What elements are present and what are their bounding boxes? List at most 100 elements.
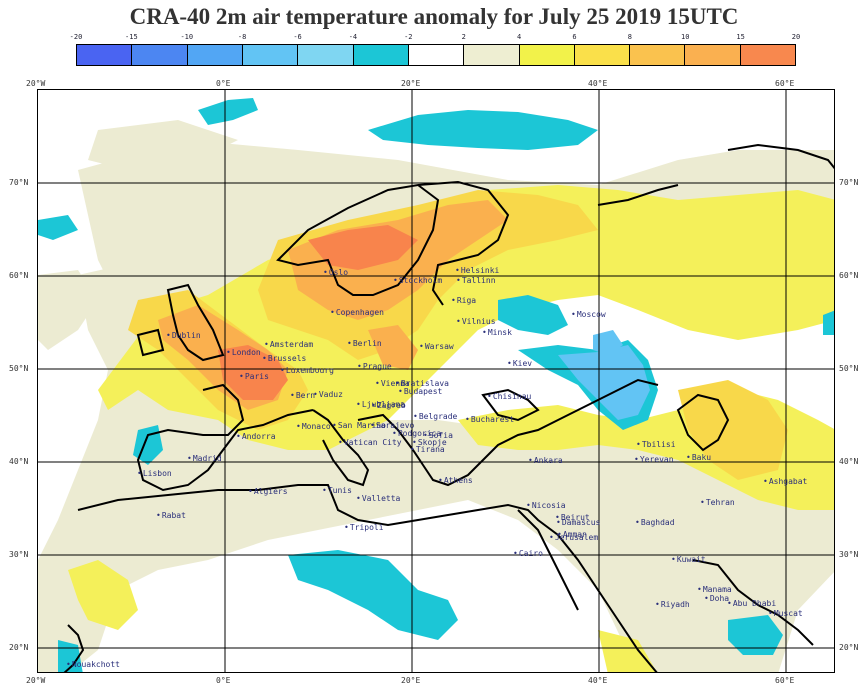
lat-label: 70°N: [839, 178, 859, 187]
city-label: Valletta: [356, 494, 401, 503]
city-label: Stockholm: [393, 276, 442, 285]
city-label: Athens: [438, 476, 473, 485]
city-label: Cairo: [513, 549, 543, 558]
city-label: Monaco: [296, 422, 331, 431]
cold-anomaly-fields: [38, 98, 834, 672]
city-label: Ashgabat: [763, 477, 808, 486]
city-label: Abu Dhabi: [727, 599, 776, 608]
city-label: Tunis: [322, 486, 352, 495]
colorbar-tick-label: -2: [404, 33, 413, 41]
colorbar-segment: [187, 45, 243, 65]
colorbar-segment: [685, 45, 741, 65]
lon-label: 20°W: [26, 676, 46, 685]
colorbar-segment: [132, 45, 188, 65]
city-label: Andorra: [236, 432, 276, 441]
city-label: Sofia: [423, 431, 453, 440]
city-label: Madrid: [187, 454, 222, 463]
city-label: Manama: [697, 585, 732, 594]
lat-label: 60°N: [839, 271, 859, 280]
city-label: Vatican City: [338, 438, 402, 447]
city-label: Berlin: [347, 339, 382, 348]
colorbar-segment: [464, 45, 520, 65]
city-label: Kuwait: [671, 555, 706, 564]
lat-label: 60°N: [9, 271, 29, 280]
city-label: Yerevan: [634, 455, 674, 464]
colorbar-segment: [242, 45, 299, 65]
colorbar-segment: [353, 45, 409, 65]
lat-label: 50°N: [9, 364, 29, 373]
city-label: Baghdad: [635, 518, 675, 527]
city-label: Damascus: [556, 518, 601, 527]
city-label: Warsaw: [419, 342, 454, 351]
city-label: Podgorica: [392, 429, 441, 438]
colorbar-tick-label: -15: [125, 33, 138, 41]
colorbar-tick-label: 8: [627, 33, 632, 41]
colorbar-tick-label: 15: [736, 33, 745, 41]
lon-label: 0°E: [216, 676, 231, 685]
colorbar-tick-label: -6: [293, 33, 302, 41]
city-label: San Marino: [332, 421, 386, 430]
city-label: Bucharest: [465, 415, 514, 424]
city-label: Skopje: [412, 438, 447, 447]
city-label: Algiers: [248, 487, 288, 496]
city-label: Muscat: [768, 609, 803, 618]
lon-label: 20°E: [401, 676, 421, 685]
lon-label: 40°E: [588, 676, 608, 685]
colorbar-segment: [574, 45, 631, 65]
map-title: CRA-40 2m air temperature anomaly for Ju…: [129, 4, 739, 29]
lon-label: 20°E: [401, 79, 421, 88]
city-label: Minsk: [482, 328, 512, 337]
city-label: Doha: [704, 594, 729, 603]
colorbar-segment: [408, 45, 465, 65]
colorbar-segment: [298, 45, 354, 65]
colorbar-segment: [519, 45, 575, 65]
colorbar-tick-label: 2: [461, 33, 466, 41]
lat-label: 40°N: [839, 457, 859, 466]
city-label: London: [226, 348, 261, 357]
colorbar-tick-label: -10: [180, 33, 194, 41]
city-label: Lisbon: [137, 469, 172, 478]
colorbar-legend: [76, 44, 796, 66]
colorbar-segment: [77, 45, 133, 65]
lat-label: 30°N: [9, 550, 29, 559]
lat-label: 20°N: [9, 643, 29, 652]
colorbar-tick-label: 20: [791, 33, 801, 41]
city-label: Tripoli: [344, 523, 384, 532]
lat-label: 40°N: [9, 457, 29, 466]
city-label: Ankara: [528, 456, 563, 465]
city-label: Nouakchott: [66, 660, 120, 669]
city-label: Bratislava: [395, 379, 449, 388]
city-label: Paris: [239, 372, 269, 381]
lat-label: 70°N: [9, 178, 29, 187]
city-label: Nicosia: [526, 501, 566, 510]
city-label: Tehran: [700, 498, 735, 507]
city-label: Rabat: [156, 511, 186, 520]
colorbar-tick-label: -8: [237, 33, 247, 41]
city-label: Chisinau: [487, 392, 532, 401]
city-label: Bern: [290, 391, 315, 400]
city-label: Tallinn: [456, 276, 496, 285]
city-label: Kiev: [507, 359, 532, 368]
lon-label: 40°E: [588, 79, 608, 88]
city-label: Tbilisi: [636, 440, 676, 449]
lon-label: 0°E: [216, 79, 231, 88]
city-label: Vilnius: [456, 317, 496, 326]
colorbar-tick-label: 10: [681, 33, 690, 41]
city-label: Moscow: [571, 310, 606, 319]
city-label: Vaduz: [313, 390, 343, 399]
lon-label: 60°E: [775, 676, 795, 685]
city-label: Baku: [686, 453, 711, 462]
city-label: Amsterdam: [264, 340, 313, 349]
colorbar-tick-label: -4: [348, 33, 358, 41]
city-label: Riyadh: [655, 600, 690, 609]
city-label: Brussels: [262, 354, 307, 363]
colorbar-tick-label: 4: [516, 33, 522, 41]
lat-label: 50°N: [839, 364, 859, 373]
city-label: Sarajevo: [370, 421, 415, 430]
city-label: Copenhagen: [330, 308, 384, 317]
colorbar-tick-label: -20: [69, 33, 83, 41]
city-label: Luxembourg: [280, 366, 334, 375]
city-label: Prague: [357, 362, 392, 371]
lat-label: 20°N: [839, 643, 859, 652]
colorbar-tick-label: 6: [572, 33, 577, 41]
